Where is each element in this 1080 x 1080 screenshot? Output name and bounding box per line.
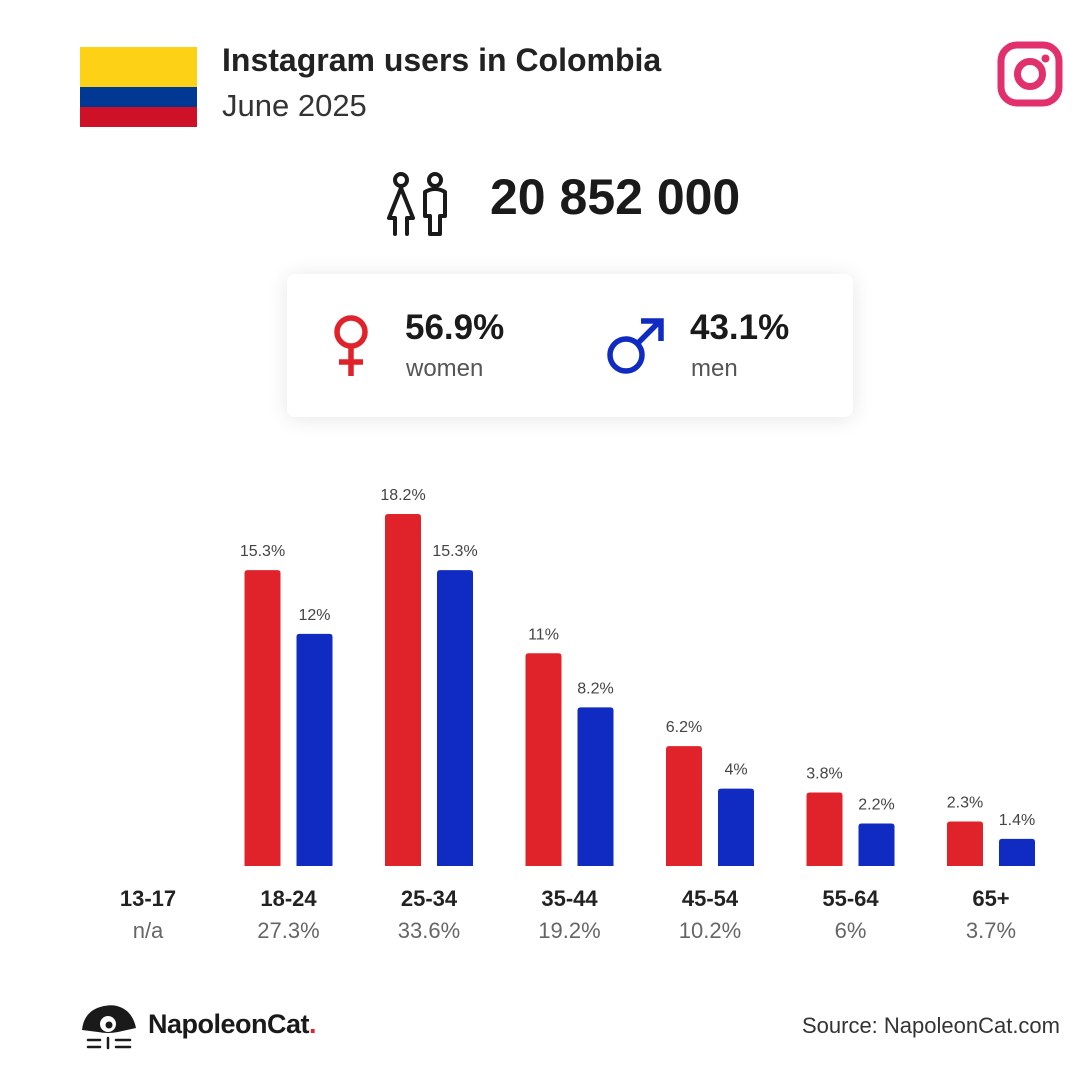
brand-name: NapoleonCat: [148, 1009, 310, 1039]
female-symbol-icon: [334, 315, 368, 376]
category-total-45-54: 10.2%: [679, 918, 741, 943]
bar-men-55-64: [858, 823, 895, 866]
data-label-women-25-34: 18.2%: [380, 487, 425, 504]
category-label-18-24: 18-24: [260, 886, 317, 911]
bar-women-45-54: [666, 746, 702, 866]
napoleoncat-brand: NapoleonCat.: [148, 1009, 317, 1040]
women-percent: 56.9%: [405, 308, 505, 347]
bar-women-25-34: [385, 514, 421, 866]
data-label-men-65+: 1.4%: [999, 812, 1035, 829]
data-label-men-35-44: 8.2%: [577, 680, 613, 697]
data-label-men-18-24: 12%: [298, 607, 330, 624]
bar-women-65+: [947, 821, 983, 866]
category-label-13-17: 13-17: [120, 886, 176, 911]
category-label-45-54: 45-54: [682, 886, 739, 911]
source-credit: Source: NapoleonCat.com: [801, 1013, 1060, 1038]
category-total-25-34: 33.6%: [398, 918, 460, 943]
bar-men-25-34: [437, 570, 473, 866]
data-label-women-65+: 2.3%: [947, 795, 983, 812]
category-label-25-34: 25-34: [401, 886, 458, 911]
bar-men-45-54: [718, 788, 754, 866]
bar-men-65+: [999, 838, 1035, 866]
data-label-women-45-54: 6.2%: [666, 719, 702, 736]
flag-stripe-blue: [80, 87, 197, 107]
data-label-women-18-24: 15.3%: [240, 543, 285, 560]
colombia-flag: [80, 47, 197, 127]
instagram-icon: [997, 41, 1063, 107]
category-total-13-17: n/a: [133, 918, 164, 943]
male-symbol-icon: [607, 318, 664, 374]
napoleoncat-logo-icon: [82, 1005, 136, 1050]
category-label-35-44: 35-44: [541, 886, 598, 911]
category-total-18-24: 27.3%: [257, 918, 319, 943]
data-label-men-25-34: 15.3%: [432, 543, 477, 560]
bar-men-18-24: [296, 633, 333, 866]
women-label: women: [406, 355, 484, 382]
page-subtitle: June 2025: [222, 88, 367, 123]
flag-stripe-red: [80, 107, 197, 127]
page-title: Instagram users in Colombia: [222, 42, 662, 78]
bar-women-55-64: [806, 792, 843, 866]
category-total-35-44: 19.2%: [538, 918, 600, 943]
data-label-women-35-44: 11%: [528, 626, 559, 643]
bar-women-18-24: [244, 570, 281, 866]
flag-stripe-yellow: [80, 47, 197, 87]
users-icon: [387, 172, 447, 236]
data-label-men-55-64: 2.2%: [858, 796, 894, 813]
data-label-women-55-64: 3.8%: [806, 766, 842, 783]
gender-split-card: [287, 274, 853, 417]
bar-men-35-44: [577, 707, 614, 866]
men-percent: 43.1%: [690, 308, 790, 347]
category-total-55-64: 6%: [835, 918, 867, 943]
bar-women-35-44: [525, 653, 562, 866]
category-total-65+: 3.7%: [966, 918, 1016, 943]
category-label-65+: 65+: [972, 886, 1009, 911]
data-label-men-45-54: 4%: [724, 762, 747, 779]
category-label-55-64: 55-64: [822, 886, 879, 911]
men-label: men: [691, 355, 738, 382]
brand-dot: .: [309, 1009, 317, 1039]
total-users-value: 20 852 000: [490, 169, 741, 225]
